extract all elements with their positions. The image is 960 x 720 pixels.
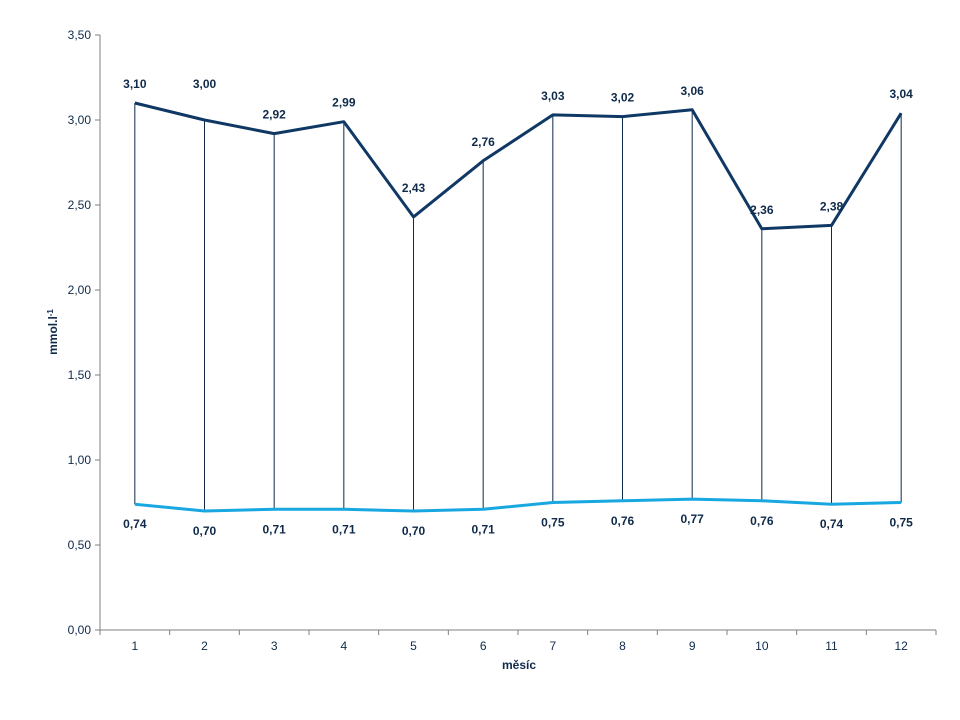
series xyxy=(134,101,903,513)
y-tick-label: 3,00 xyxy=(68,113,92,127)
lower-data-label: 0,71 xyxy=(471,522,495,536)
upper-data-label: 2,76 xyxy=(471,135,495,149)
lower-data-label: 0,71 xyxy=(262,522,286,536)
lower-data-label: 0,70 xyxy=(193,524,217,538)
upper-data-label: 2,43 xyxy=(402,181,426,195)
upper-data-label: 3,06 xyxy=(680,84,704,98)
lower-series-line xyxy=(134,497,902,513)
drop-lines xyxy=(134,103,902,511)
upper-data-label: 3,03 xyxy=(541,89,565,103)
x-tick-label: 3 xyxy=(271,639,278,653)
y-axis-title: mmol.l-1 xyxy=(46,309,60,355)
x-tick-label: 12 xyxy=(894,639,908,653)
y-axis-title-text: mmol.l xyxy=(46,316,60,355)
x-tick-label: 9 xyxy=(689,639,696,653)
axes: 0,000,501,001,502,002,503,003,501 2 3 4 5 6 7 8… xyxy=(68,28,937,653)
lower-data-label: 0,74 xyxy=(123,517,147,531)
lower-data-label: 0,77 xyxy=(680,512,704,526)
upper-data-label: 3,04 xyxy=(889,87,913,101)
x-tick-label: 7 xyxy=(549,639,556,653)
y-tick-label: 1,00 xyxy=(68,453,92,467)
y-tick-label: 0,00 xyxy=(68,623,92,637)
y-tick-label: 0,50 xyxy=(68,538,92,552)
lower-data-label: 0,70 xyxy=(402,524,426,538)
x-tick-label: 8 xyxy=(619,639,626,653)
lower-data-label: 0,71 xyxy=(332,522,356,536)
upper-data-label: 3,10 xyxy=(123,77,147,91)
upper-data-label: 2,38 xyxy=(820,199,844,213)
upper-series-line xyxy=(134,101,903,231)
y-axis-title-superscript: -1 xyxy=(46,309,55,317)
x-axis-title: měsíc xyxy=(502,658,536,672)
data-labels: 3,10 3,00 2,92 2,99 2,43 2,76 3,03 3,02 3,06 2,36… xyxy=(123,77,913,538)
x-tick-label: 4 xyxy=(340,639,347,653)
y-tick-label: 2,50 xyxy=(68,198,92,212)
upper-data-label: 2,99 xyxy=(332,96,356,110)
lower-data-label: 0,75 xyxy=(889,516,913,530)
lower-data-label: 0,74 xyxy=(820,517,844,531)
x-tick-label: 2 xyxy=(201,639,208,653)
upper-data-label: 2,36 xyxy=(750,203,774,217)
x-tick-label: 11 xyxy=(825,639,838,653)
x-tick-label: 5 xyxy=(410,639,417,653)
x-tick-label: 6 xyxy=(480,639,487,653)
upper-data-label: 3,02 xyxy=(611,91,635,105)
lower-data-label: 0,76 xyxy=(750,514,774,528)
lower-data-label: 0,76 xyxy=(611,514,635,528)
y-tick-label: 1,50 xyxy=(68,368,92,382)
upper-data-label: 2,92 xyxy=(262,108,286,122)
x-tick-label: 10 xyxy=(755,639,769,653)
upper-data-label: 3,00 xyxy=(193,77,217,91)
y-tick-label: 2,00 xyxy=(68,283,92,297)
x-tick-label: 1 xyxy=(131,639,138,653)
lower-data-label: 0,75 xyxy=(541,516,565,530)
y-tick-label: 3,50 xyxy=(68,28,92,42)
